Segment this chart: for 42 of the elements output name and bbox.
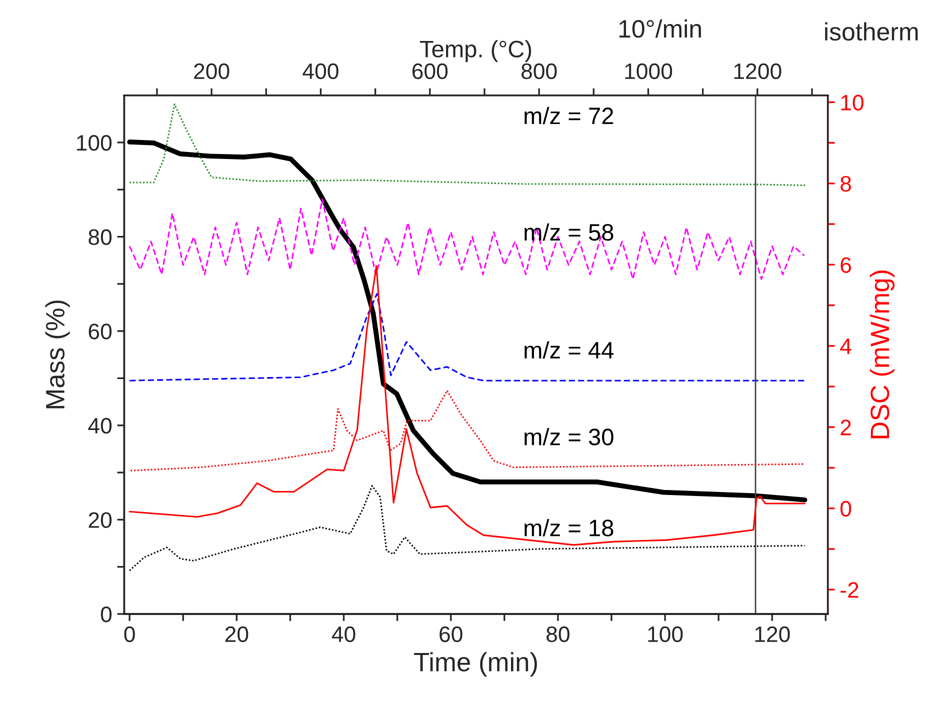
line-series (127, 140, 808, 502)
y-axis-title: Mass (%) (45, 300, 70, 408)
x-tick-label: 60 (440, 626, 462, 642)
x2-tick-label: 800 (521, 63, 557, 80)
y2-tick-label: 0 (840, 500, 852, 517)
text: m/z = 72 (524, 106, 614, 124)
x2-tick-label: 400 (302, 63, 338, 80)
text: 10°/min (619, 19, 701, 38)
x-tick-label: 40 (332, 626, 356, 642)
y-tick-label: 60 (88, 324, 112, 340)
text: isotherm (825, 22, 918, 41)
x-tick-label: 0 (124, 626, 135, 642)
y-tick-label: 20 (88, 512, 112, 528)
x-tick-label: 80 (546, 626, 570, 642)
x-tick-label: 100 (648, 626, 683, 642)
y-tick-label: 80 (88, 229, 112, 246)
y2-tick-label: 2 (840, 420, 851, 436)
line-series (128, 198, 806, 280)
y2-tick-label: 4 (840, 338, 852, 354)
line-series (128, 265, 806, 546)
y2-tick-label: 6 (840, 257, 851, 273)
y2-axis-title: DSC (mW/mg) (870, 270, 894, 438)
x2-tick-label: 1200 (734, 63, 782, 80)
x2-axis-title: Temp. (°C) (420, 40, 532, 62)
series-label: m/z = 44 (524, 341, 614, 359)
x-tick-label: 20 (225, 626, 248, 642)
y2-tick-label: -2 (840, 582, 858, 598)
line-series (128, 484, 806, 572)
x2-tick-label: 200 (194, 63, 230, 80)
y-tick-label: 100 (77, 134, 112, 151)
x-tick-label: 120 (755, 626, 790, 642)
line-series (128, 293, 806, 382)
y-tick-label: 40 (88, 418, 112, 434)
x2-tick-label: 600 (412, 63, 448, 80)
x2-tick-label: 1000 (625, 63, 672, 80)
y2-tick-label: 10 (841, 94, 864, 110)
series-label: m/z = 30 (524, 428, 614, 446)
series-label: m/z = 18 (524, 519, 614, 536)
y-tick-label: 0 (100, 606, 112, 622)
y2-tick-label: 8 (840, 176, 852, 192)
x-axis-title: Time (min) (414, 652, 537, 677)
line-series (128, 104, 808, 186)
